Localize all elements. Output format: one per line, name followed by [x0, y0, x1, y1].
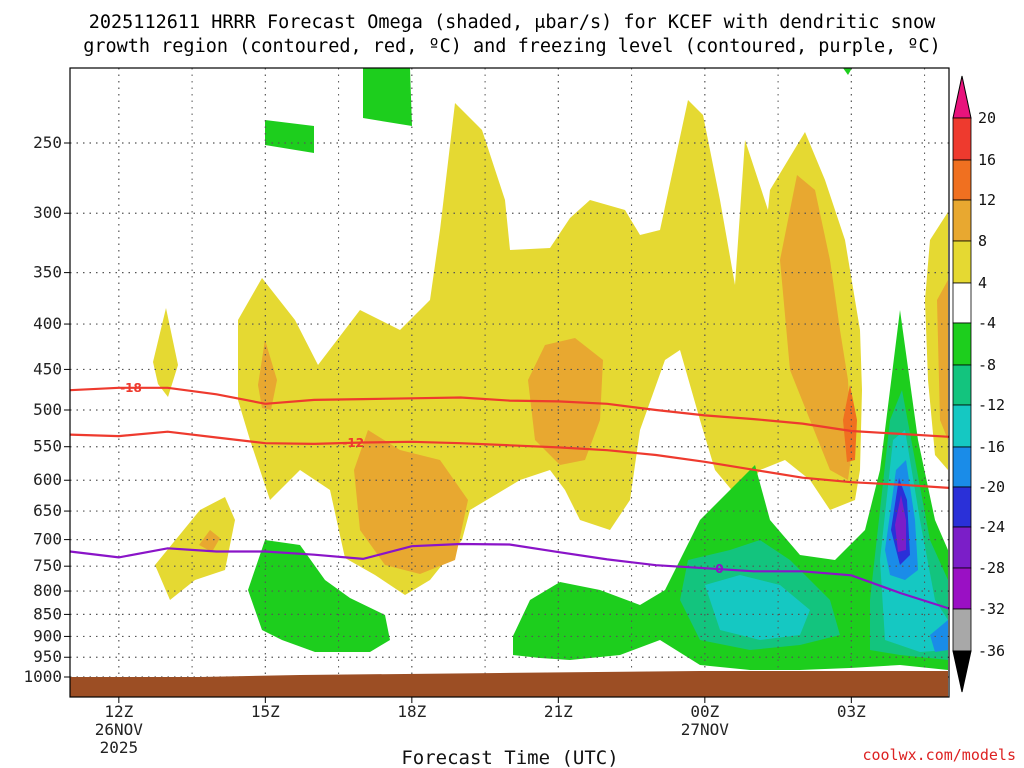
- y-tick-label-550: 550: [33, 437, 62, 456]
- x-tick-label-12Z: 12Z: [104, 702, 133, 721]
- plot-area: -18 -12 0: [69, 67, 950, 698]
- colorbar-label-8: 8: [978, 232, 987, 250]
- colorbar-segment-6: [952, 364, 972, 406]
- y-tick-label-1000: 1000: [23, 667, 62, 686]
- colorbar: 20 16 12 8 4 -4 -8 -12 -16 -20 -24 -28 -32 -36: [952, 75, 1005, 693]
- y-tick-label-250: 250: [33, 133, 62, 152]
- y-tick-label-650: 650: [33, 501, 62, 520]
- colorbar-segment-2: [952, 199, 972, 242]
- contour-0-line: [69, 542, 950, 610]
- omega-orange-region-700mb: [199, 530, 220, 552]
- y-axis: 250 300 350 400 450 500 550 600 650 700 750 800 850 9…: [23, 133, 70, 686]
- omega-cyan-region-low: [705, 575, 810, 640]
- contour-minus18-line: [69, 386, 950, 438]
- omega-orange-region-650mb: [354, 430, 468, 574]
- colorbar-segment-0: [952, 117, 972, 161]
- omega-blue-region-bottom-right: [930, 620, 948, 652]
- contour-minus12-line: [69, 430, 950, 489]
- contour-label-0: 0: [715, 562, 723, 576]
- colorbar-label-minus24: -24: [978, 518, 1005, 536]
- colorbar-label-minus12: -12: [978, 396, 1005, 414]
- omega-orange-region-450mb: [258, 340, 277, 410]
- x-tick-label-03Z: 03Z: [837, 702, 866, 721]
- omega-green-region-top: [265, 120, 314, 153]
- colorbar-label-minus8: -8: [978, 356, 996, 374]
- title-line-1: 2025112611 HRRR Forecast Omega (shaded, …: [89, 12, 936, 33]
- colorbar-label-minus32: -32: [978, 600, 1005, 618]
- grid-lines: [70, 68, 949, 697]
- y-tick-label-350: 350: [33, 263, 62, 282]
- y-tick-label-700: 700: [33, 530, 62, 549]
- x-tick-label-15Z: 15Z: [251, 702, 280, 721]
- x-tick-date-12Z: 26NOV: [95, 720, 144, 739]
- credit-link[interactable]: coolwx.com/models: [862, 746, 1016, 764]
- colorbar-label-minus28: -28: [978, 559, 1005, 577]
- colorbar-min-arrow: [952, 650, 972, 693]
- omega-yellow-region-lowleft: [155, 497, 235, 600]
- x-tick-date-00Z: 27NOV: [681, 720, 730, 739]
- contours: -18 -12 0: [69, 381, 950, 610]
- y-tick-label-400: 400: [33, 314, 62, 333]
- colorbar-label-minus4: -4: [978, 314, 996, 332]
- colorbar-segment-10: [952, 526, 972, 569]
- omega-green-region-low-right: [513, 310, 948, 670]
- x-tick-year-12Z: 2025: [100, 738, 139, 757]
- y-tick-label-300: 300: [33, 203, 62, 222]
- colorbar-label-12: 12: [978, 191, 996, 209]
- y-tick-label-850: 850: [33, 604, 62, 623]
- colorbar-label-16: 16: [978, 151, 996, 169]
- x-tick-label-21Z: 21Z: [544, 702, 573, 721]
- terrain-surface: [70, 671, 948, 697]
- y-tick-label-500: 500: [33, 400, 62, 419]
- omega-green-region-top-left: [363, 68, 412, 126]
- contour-label-minus18: -18: [120, 381, 142, 395]
- omega-purple-core: [895, 495, 906, 552]
- colorbar-segment-7: [952, 404, 972, 448]
- omega-darkorange-region: [843, 385, 857, 462]
- y-tick-label-750: 750: [33, 556, 62, 575]
- colorbar-segment-12: [952, 608, 972, 652]
- colorbar-label-4: 4: [978, 274, 987, 292]
- contour-label-minus12: -12: [342, 436, 364, 450]
- omega-green-region-low-left: [248, 540, 390, 652]
- colorbar-label-minus36: -36: [978, 642, 1005, 660]
- chart-title: 2025112611 HRRR Forecast Omega (shaded, …: [83, 12, 941, 57]
- colorbar-segment-3: [952, 240, 972, 284]
- x-axis-title: Forecast Time (UTC): [401, 747, 618, 768]
- colorbar-segment-8: [952, 446, 972, 488]
- y-tick-label-800: 800: [33, 581, 62, 600]
- colorbar-label-20: 20: [978, 109, 996, 127]
- x-tick-label-18Z: 18Z: [397, 702, 426, 721]
- colorbar-label-minus20: -20: [978, 478, 1005, 496]
- colorbar-segment-9: [952, 486, 972, 528]
- y-tick-label-950: 950: [33, 647, 62, 666]
- colorbar-segment-4: [952, 282, 972, 324]
- colorbar-segment-1: [952, 159, 972, 201]
- colorbar-label-minus16: -16: [978, 438, 1005, 456]
- y-tick-label-900: 900: [33, 626, 62, 645]
- title-line-2: growth region (contoured, red, ºC) and f…: [83, 36, 941, 57]
- colorbar-max-arrow: [952, 75, 972, 119]
- colorbar-segment-11: [952, 567, 972, 610]
- omega-yellow-region-left: [153, 308, 178, 397]
- omega-shading: [153, 68, 948, 670]
- omega-green-region-top-right: [843, 68, 852, 75]
- plot-frame: [69, 67, 950, 698]
- y-tick-label-600: 600: [33, 470, 62, 489]
- omega-orange-region-far-right: [937, 280, 948, 440]
- colorbar-segment-5: [952, 322, 972, 366]
- y-tick-label-450: 450: [33, 359, 62, 378]
- x-tick-label-00Z: 00Z: [690, 702, 719, 721]
- omega-orange-region-02z: [780, 175, 852, 480]
